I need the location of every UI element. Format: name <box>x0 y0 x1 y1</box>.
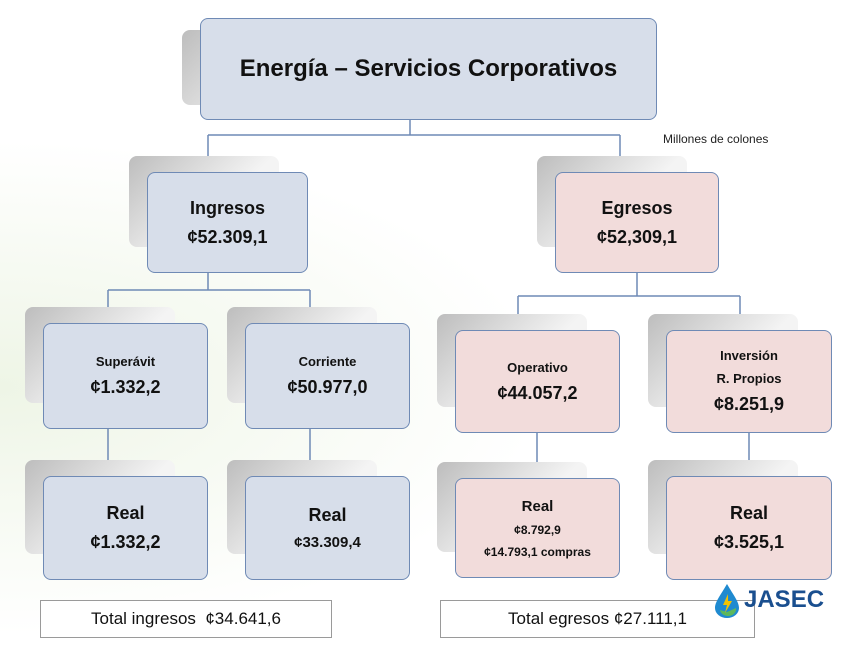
connector <box>517 273 741 330</box>
node-text: Ingresos <box>189 197 266 218</box>
node-text: Operativo <box>507 359 568 375</box>
title-box: Energía – Servicios Corporativos <box>200 18 657 120</box>
note: Millones de colones <box>663 132 769 146</box>
connector <box>207 120 621 172</box>
node-box: Inversión R. Propios ¢8.251,9 <box>666 330 832 433</box>
node-box: Ingresos ¢52.309,1 <box>147 172 308 273</box>
node-text: ¢33.309,4 <box>294 534 361 551</box>
node-text: Inversión <box>720 348 778 363</box>
node-text: ¢44.057,2 <box>497 382 578 403</box>
node-text: ¢52,309,1 <box>596 226 678 247</box>
node-text: ¢8.792,9 <box>514 522 561 537</box>
node-text: ¢52.309,1 <box>187 226 268 247</box>
total-box: Total egresos ¢27.111,1 <box>440 600 755 638</box>
node-text: ¢3.525,1 <box>713 532 785 552</box>
node-box: Corriente ¢50.977,0 <box>245 323 410 429</box>
node-text: ¢8.251,9 <box>713 394 785 414</box>
title: Energía – Servicios Corporativos <box>239 55 618 82</box>
node-text: Corriente <box>298 354 357 369</box>
node-box: Real ¢33.309,4 <box>245 476 410 580</box>
node-text: Superávit <box>95 354 156 369</box>
node-text: ¢14.793,1 compras <box>484 544 591 559</box>
node-box: Operativo ¢44.057,2 <box>455 330 620 433</box>
connector <box>107 429 750 478</box>
logo: JASEC <box>712 582 824 618</box>
node-box: Real ¢8.792,9 ¢14.793,1 compras <box>455 478 620 578</box>
node-text: ¢50.977,0 <box>287 377 368 397</box>
logo-text: JASEC <box>744 586 825 613</box>
node-box: Superávit ¢1.332,2 <box>43 323 208 429</box>
node-text: R. Propios <box>716 371 782 386</box>
node-text: Real <box>521 497 554 515</box>
node-box: Egresos ¢52,309,1 <box>555 172 719 273</box>
node-text: Real <box>308 505 347 525</box>
node-text: Real <box>729 503 769 523</box>
node-text: ¢1.332,2 <box>90 532 161 552</box>
connector <box>107 273 311 323</box>
node-box: Real ¢1.332,2 <box>43 476 208 580</box>
node-text: Egresos <box>601 197 673 218</box>
node-box: Real ¢3.525,1 <box>666 476 832 580</box>
logo-icon <box>715 584 739 618</box>
total-box: Total ingresos ¢34.641,6 <box>40 600 332 638</box>
node-text: ¢1.332,2 <box>90 377 161 397</box>
node-text: Real <box>106 503 145 523</box>
